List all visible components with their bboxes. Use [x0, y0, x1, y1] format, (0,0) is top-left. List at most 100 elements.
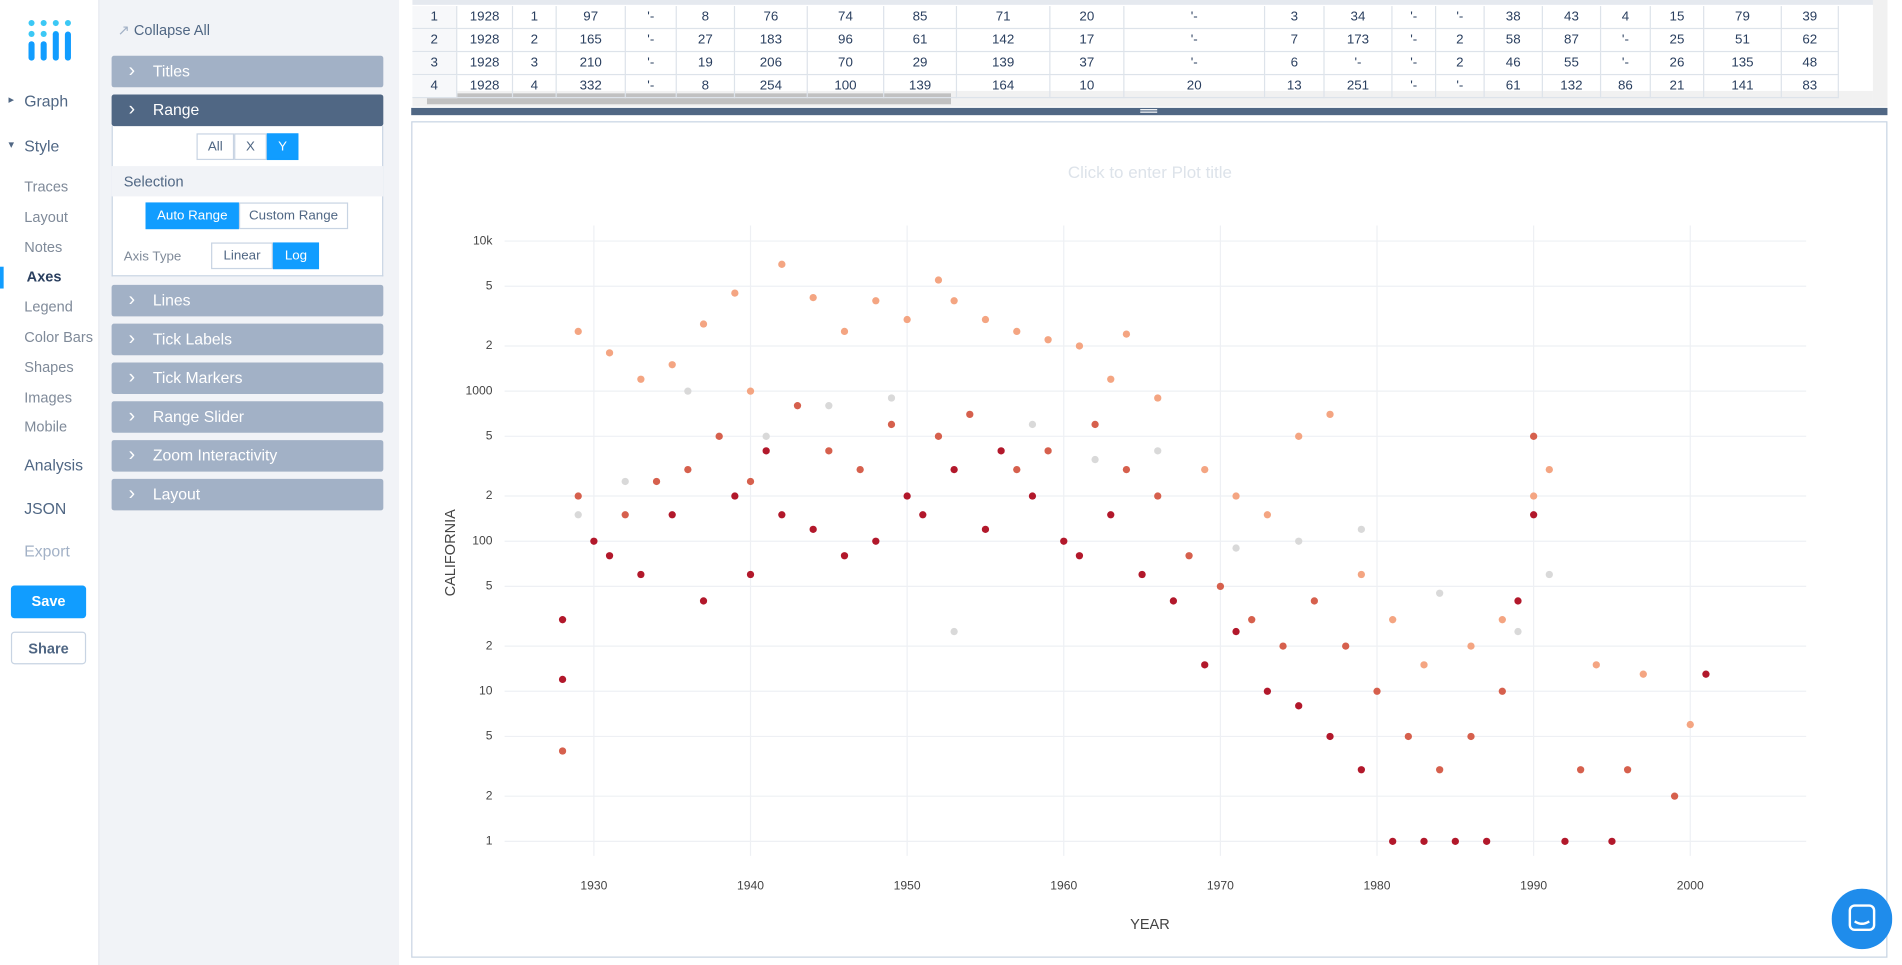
point — [997, 447, 1005, 455]
table-cell: 19 — [676, 52, 736, 76]
table-cell: 251 — [1324, 75, 1393, 99]
point — [621, 477, 629, 486]
table-cell: 1 — [412, 6, 458, 30]
section-header[interactable]: Layout — [111, 478, 384, 511]
selection-row — [111, 166, 384, 197]
y-tick-label: 5 — [486, 729, 493, 743]
x-tick-label: 1950 — [894, 878, 921, 892]
table-cell: '- — [1124, 52, 1266, 76]
table-cell: 332 — [556, 75, 626, 99]
nav-item[interactable]: Style — [24, 136, 60, 156]
style-item[interactable]: Notes — [24, 238, 63, 256]
table-top — [412, 0, 1888, 5]
table-cell: 21 — [1650, 75, 1705, 99]
table-cell: '- — [1601, 52, 1651, 76]
section-header[interactable]: Range — [111, 94, 384, 127]
table-cell: 15 — [1650, 6, 1705, 30]
x-tick-label: 1980 — [1364, 878, 1391, 892]
section-header[interactable]: Tick Labels — [111, 323, 384, 356]
divider-handle[interactable] — [1140, 109, 1158, 113]
collapse-all[interactable]: ↗ Collapse All — [117, 21, 210, 39]
x-tick-label: 1940 — [737, 878, 764, 892]
toggle-button[interactable]: Auto Range — [145, 202, 239, 230]
point — [1623, 766, 1632, 774]
y-axis-title[interactable]: CALIFORNIA — [443, 509, 459, 597]
point — [762, 447, 770, 455]
toggle-button[interactable]: Custom Range — [238, 202, 349, 230]
toggle-button[interactable]: Linear — [211, 242, 273, 270]
toggle-button[interactable]: Y — [266, 133, 299, 161]
style-item[interactable]: Images — [24, 388, 73, 406]
point — [1357, 525, 1365, 533]
table-cell: 70 — [807, 52, 885, 76]
collapse-all-label[interactable]: Collapse All — [133, 21, 210, 39]
logo[interactable] — [27, 17, 73, 63]
point — [1232, 492, 1240, 500]
y-tick-label: 2 — [486, 638, 493, 652]
point — [668, 361, 676, 369]
button[interactable]: Share — [10, 631, 87, 665]
style-item[interactable]: Traces — [24, 178, 69, 196]
table-cell: 206 — [735, 52, 808, 76]
section-header[interactable]: Zoom Interactivity — [111, 440, 384, 472]
point — [668, 511, 676, 519]
point — [1420, 837, 1428, 845]
style-item[interactable]: Legend — [24, 298, 73, 316]
point — [981, 525, 990, 533]
table-cell: 6 — [1265, 52, 1325, 76]
section-header[interactable]: Tick Markers — [111, 362, 384, 395]
point — [1154, 492, 1162, 500]
table-cell: 4 — [1601, 6, 1651, 30]
y-tick-label: 1 — [486, 834, 493, 848]
point — [1514, 597, 1522, 605]
point — [1295, 432, 1303, 440]
style-item[interactable]: Mobile — [24, 418, 68, 436]
point — [1044, 447, 1052, 455]
scroll-thumb[interactable] — [426, 93, 951, 105]
point — [637, 375, 645, 383]
table-cell: 34 — [1324, 6, 1393, 30]
table-cell: '- — [1392, 52, 1437, 76]
section-header[interactable]: Titles — [111, 55, 384, 88]
chat-button[interactable] — [1831, 888, 1893, 950]
point — [558, 675, 567, 684]
section-header[interactable]: Lines — [111, 284, 384, 317]
nav-item[interactable]: JSON — [24, 499, 67, 518]
nav-item[interactable]: Graph — [24, 92, 69, 111]
table-cell: 86 — [1601, 75, 1651, 99]
point — [1498, 687, 1506, 695]
point — [1232, 544, 1240, 552]
y-tick-label: 2 — [486, 788, 493, 802]
table-cell: 165 — [556, 29, 626, 53]
chart-title[interactable]: Click to enter Plot title — [1068, 163, 1232, 182]
point — [872, 297, 880, 305]
x-axis-title[interactable]: YEAR — [1130, 917, 1170, 933]
style-item[interactable]: Color Bars — [24, 328, 94, 346]
section-header[interactable]: Range Slider — [111, 401, 384, 433]
nav-caret[interactable]: ▸ — [8, 93, 14, 106]
point — [887, 394, 896, 402]
point — [856, 465, 864, 474]
style-item[interactable]: Axes — [26, 268, 62, 286]
point — [1013, 327, 1021, 336]
toggle-button[interactable]: Log — [272, 242, 320, 270]
nav-item[interactable]: Export — [24, 541, 70, 561]
toggle-button[interactable]: X — [234, 133, 267, 161]
table-cell: '- — [1436, 75, 1485, 99]
style-item[interactable]: Layout — [24, 208, 68, 226]
nav-item[interactable]: Analysis — [24, 455, 83, 475]
nav-caret[interactable]: ▾ — [8, 138, 14, 151]
point — [1576, 766, 1585, 774]
table-cell: 43 — [1542, 6, 1602, 30]
style-item[interactable]: Shapes — [24, 358, 74, 376]
point — [590, 537, 598, 545]
toggle-button[interactable]: All — [196, 133, 235, 161]
chart: Click to enter Plot title YEAR CALIFORNI… — [411, 121, 1888, 958]
point — [762, 432, 770, 440]
point — [1670, 792, 1679, 800]
v-scrollbar[interactable] — [1872, 0, 1888, 107]
point — [1154, 394, 1162, 402]
button[interactable]: Save — [10, 585, 87, 619]
